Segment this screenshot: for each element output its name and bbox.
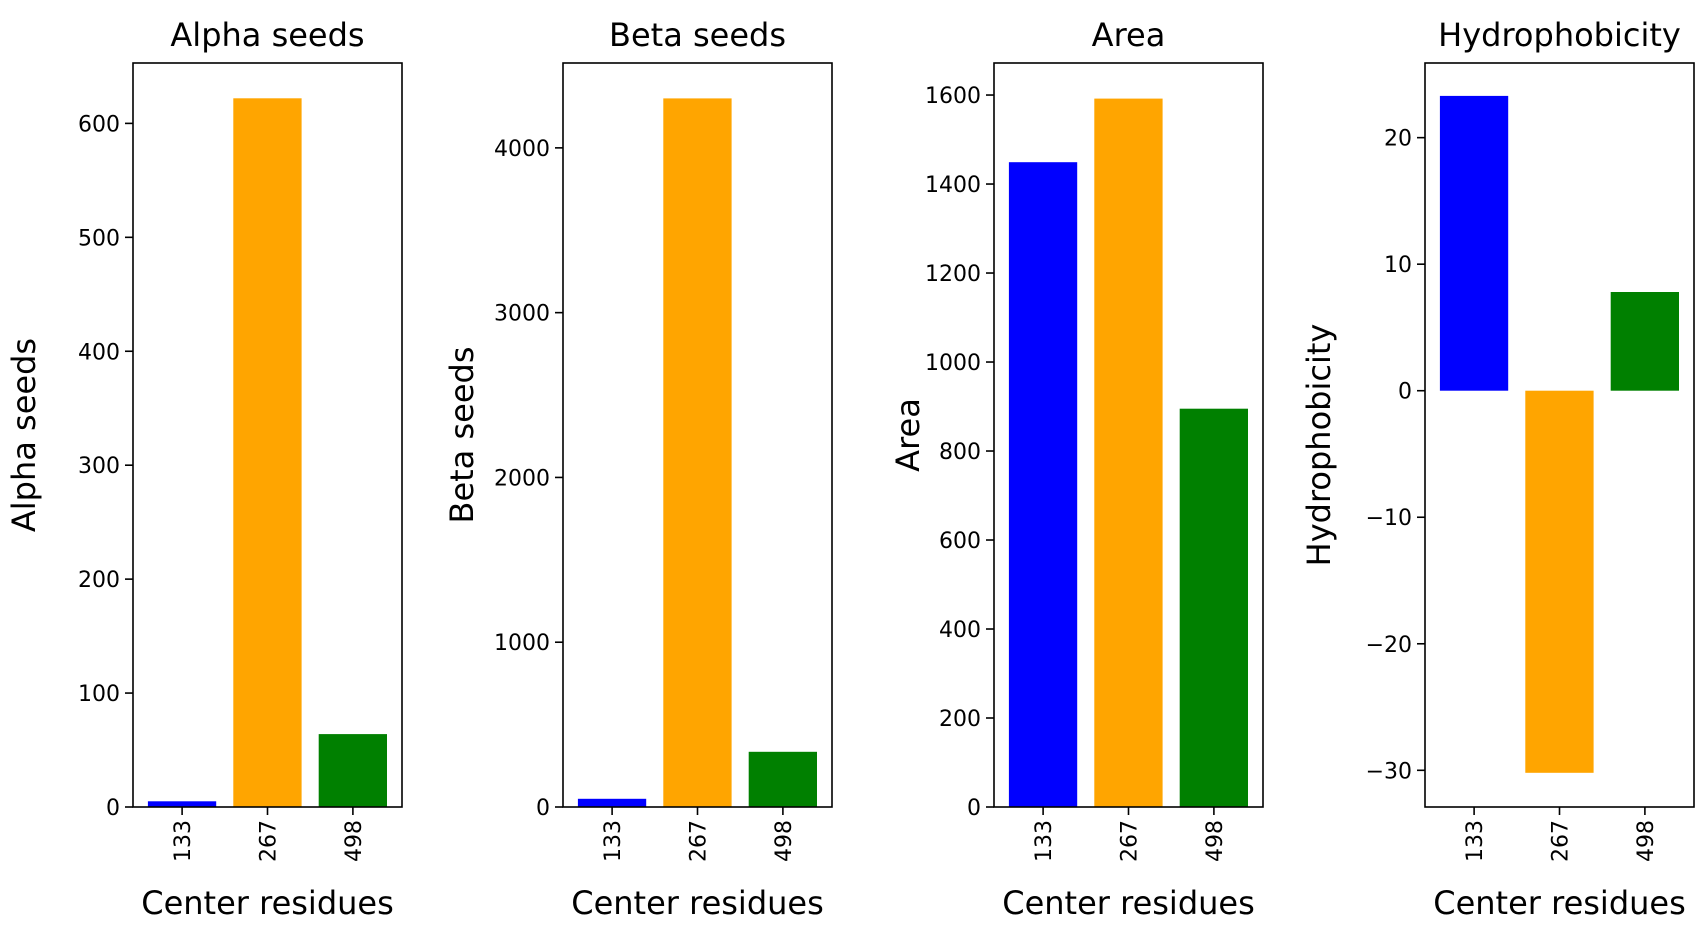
bar-267 bbox=[1094, 98, 1163, 808]
chart-title: Hydrophobicity bbox=[1438, 16, 1681, 54]
chart-title: Alpha seeds bbox=[170, 16, 364, 54]
x-tick-label: 133 bbox=[171, 820, 196, 862]
y-tick-label: 600 bbox=[939, 529, 981, 554]
bar-133 bbox=[577, 798, 647, 807]
y-tick-label: 500 bbox=[78, 226, 120, 251]
bar-498 bbox=[1179, 408, 1248, 807]
x-axis-label: Center residues bbox=[141, 884, 394, 922]
x-axis-label: Center residues bbox=[571, 884, 824, 922]
x-tick-label: 498 bbox=[772, 820, 797, 862]
bar-267 bbox=[663, 98, 732, 807]
x-tick-label: 267 bbox=[1549, 820, 1574, 862]
x-axis-label: Center residues bbox=[1002, 884, 1255, 922]
y-tick-label: 400 bbox=[78, 340, 120, 365]
y-tick-label: 1000 bbox=[925, 351, 981, 376]
y-tick-label: 1000 bbox=[494, 631, 550, 656]
bar-498 bbox=[1610, 292, 1679, 391]
x-tick-label: 133 bbox=[601, 820, 626, 862]
y-tick-label: 0 bbox=[536, 796, 550, 821]
y-tick-label: 20 bbox=[1384, 127, 1412, 152]
x-tick-label: 133 bbox=[1032, 820, 1057, 862]
y-tick-label: 800 bbox=[939, 440, 981, 465]
y-tick-label: 300 bbox=[78, 454, 120, 479]
chart-title: Beta seeds bbox=[609, 16, 786, 54]
x-tick-label: 267 bbox=[687, 820, 712, 862]
y-tick-label: 200 bbox=[939, 707, 981, 732]
y-tick-label: −20 bbox=[1366, 633, 1412, 658]
y-tick-label: −30 bbox=[1366, 759, 1412, 784]
x-tick-label: 498 bbox=[1203, 820, 1228, 862]
y-tick-label: 0 bbox=[106, 796, 120, 821]
y-axis-label: Beta seeds bbox=[443, 347, 481, 524]
y-tick-label: 1400 bbox=[925, 173, 981, 198]
y-axis-label: Alpha seeds bbox=[5, 338, 43, 532]
y-tick-label: 2000 bbox=[494, 466, 550, 491]
y-tick-label: 0 bbox=[967, 796, 981, 821]
x-tick-label: 267 bbox=[257, 820, 282, 862]
chart-title: Area bbox=[1092, 16, 1166, 54]
bar-133 bbox=[1008, 162, 1078, 807]
y-tick-label: 0 bbox=[1398, 380, 1412, 405]
y-tick-label: 400 bbox=[939, 618, 981, 643]
y-tick-label: 3000 bbox=[494, 302, 550, 327]
y-tick-label: 100 bbox=[78, 682, 120, 707]
bar-498 bbox=[748, 751, 817, 807]
bar-267 bbox=[1525, 390, 1594, 773]
x-tick-label: 498 bbox=[1634, 820, 1659, 862]
y-tick-label: 1200 bbox=[925, 262, 981, 287]
x-tick-label: 133 bbox=[1463, 820, 1488, 862]
bar-133 bbox=[1439, 95, 1509, 391]
y-axis-label: Hydrophobicity bbox=[1300, 324, 1338, 567]
bar-133 bbox=[147, 801, 217, 807]
x-tick-label: 498 bbox=[342, 820, 367, 862]
y-axis-label: Area bbox=[889, 398, 927, 472]
x-tick-label: 267 bbox=[1118, 820, 1143, 862]
bar-267 bbox=[233, 98, 302, 808]
y-tick-label: −10 bbox=[1366, 506, 1412, 531]
y-tick-label: 1600 bbox=[925, 84, 981, 109]
y-tick-label: 200 bbox=[78, 568, 120, 593]
x-axis-label: Center residues bbox=[1433, 884, 1686, 922]
y-tick-label: 10 bbox=[1384, 253, 1412, 278]
bar-498 bbox=[318, 734, 387, 807]
y-tick-label: 600 bbox=[78, 112, 120, 137]
y-tick-label: 4000 bbox=[494, 137, 550, 162]
